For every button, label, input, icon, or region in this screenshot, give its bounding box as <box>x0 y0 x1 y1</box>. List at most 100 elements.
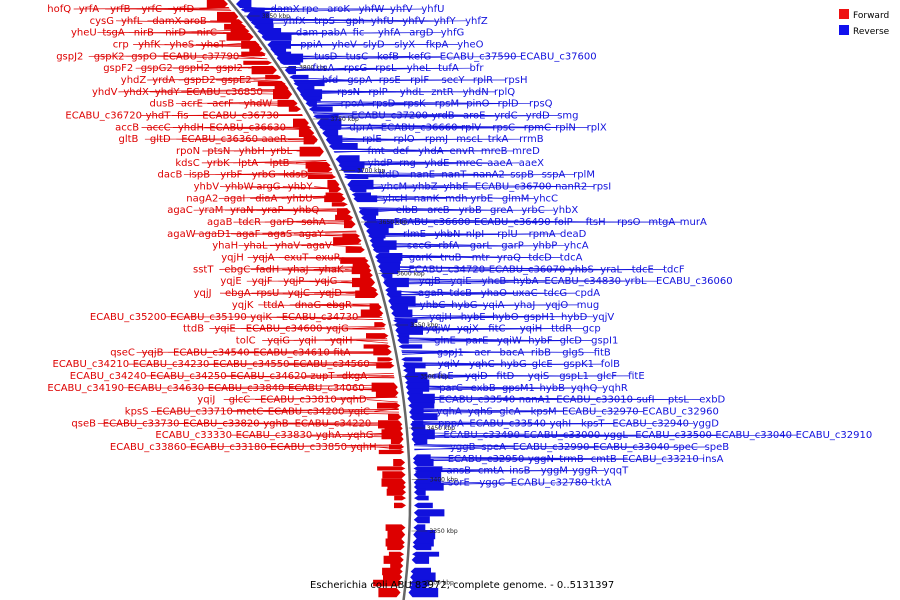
gene-label-forward: fadH <box>256 264 280 275</box>
gene-label-forward: ECABU_c34220 <box>295 418 372 429</box>
gene-arrow-reverse <box>391 309 413 318</box>
gene-arrow-forward <box>345 246 365 253</box>
gene-label-forward: yqiI <box>299 335 317 346</box>
gene-arrow-reverse <box>413 509 445 517</box>
leader-line <box>133 44 259 46</box>
gene-arrow-forward <box>241 51 266 57</box>
gene-label-reverse: yhdL <box>400 87 425 98</box>
leader-line <box>342 411 400 413</box>
leader-line <box>397 328 553 331</box>
gene-label-forward: yqjF <box>252 276 273 287</box>
gene-arrow-forward <box>298 129 315 137</box>
gene-label-forward: ECABU_c34730 <box>282 312 359 323</box>
gene-arrow-forward <box>299 125 312 130</box>
gene-arrow-reverse <box>413 459 434 467</box>
gene-label-reverse: ECABU_c32990 <box>513 442 590 453</box>
gene-label-reverse: ribB <box>531 347 551 358</box>
gene-arrow-reverse <box>349 185 367 193</box>
gene-label-forward: nirB <box>134 28 154 39</box>
gene-label-forward: yqjP <box>283 276 304 287</box>
gene-label-reverse: rpsM <box>435 99 459 110</box>
gene-arrow-reverse <box>413 516 430 524</box>
gene-arrow-forward <box>273 89 293 100</box>
gene-label-reverse: bfd <box>322 75 338 86</box>
gene-label-reverse: yrdB <box>432 111 455 122</box>
gene-label-forward: ECABU_c35190 <box>170 312 247 323</box>
gene-label-reverse: gspA <box>347 75 372 86</box>
leader-line <box>238 243 361 247</box>
gene-arrow-forward <box>360 271 373 279</box>
gene-arrow-reverse <box>276 53 304 63</box>
leader-line <box>250 269 370 273</box>
gene-label-forward: yqjH <box>221 253 244 264</box>
gene-label-reverse: kpsT <box>581 418 605 429</box>
gene-label-reverse: rplF <box>410 75 429 86</box>
gene-label-reverse: rpsL <box>375 63 397 74</box>
gene-label-reverse: rng <box>399 158 416 169</box>
tick-label: 3450 kbp <box>427 425 455 432</box>
gene-arrow-forward <box>251 66 277 75</box>
gene-label-reverse: yhfV <box>390 4 413 15</box>
gene-label-reverse: yhfW <box>359 4 385 15</box>
leader-line <box>193 231 357 235</box>
gene-label-reverse: yggD <box>693 418 720 429</box>
gene-arrow-reverse <box>372 246 390 253</box>
gene-label-reverse: rpe <box>302 4 319 15</box>
gene-label-forward: ECABU_c34620 <box>230 371 307 382</box>
gene-label-reverse: rpsN <box>337 87 360 98</box>
leader-line <box>135 66 273 69</box>
gene-label-reverse: yqiH <box>520 324 543 335</box>
gene-label-forward: ECABU_c34190 <box>47 383 124 394</box>
gene-label-reverse: ECABU_c32970 <box>562 406 639 417</box>
gene-label-forward: yhaV <box>275 241 300 252</box>
backbone-arc <box>227 0 412 600</box>
gene-label-reverse: cmtB <box>591 454 617 465</box>
gene-label-reverse: hybA <box>513 276 539 287</box>
gene-label-forward: gspI2 <box>216 63 243 74</box>
leader-line <box>319 124 557 128</box>
gene-label-reverse: gpsM1 <box>502 383 535 394</box>
gene-label-reverse: ttdR <box>551 324 572 335</box>
gene-label-reverse: ECABU_c32940 <box>612 418 689 429</box>
forward-gene-labels: yrfDyrfCyrfByrfAhofQaroBdamXyhfLcysGnirC… <box>47 4 376 453</box>
leader-line <box>407 386 541 389</box>
gene-label-reverse: rpsC <box>492 122 515 133</box>
gene-label-reverse: deaD <box>560 229 587 240</box>
leader-line <box>333 150 482 153</box>
gene-arrow-forward <box>366 333 389 339</box>
gene-label-reverse: yqiA <box>483 300 505 311</box>
gene-arrow-reverse <box>408 587 439 598</box>
gene-arrow-forward <box>394 502 406 509</box>
gene-label-reverse: ECABU_c32780 <box>511 478 588 489</box>
gene-label-reverse: parE <box>466 335 489 346</box>
gene-label-reverse: ECABU_c33210 <box>622 454 699 465</box>
tick-label: 3850 kbp <box>262 13 290 20</box>
gene-arrow-forward <box>386 488 406 496</box>
gene-label-reverse: fic <box>353 28 365 39</box>
gene-label-reverse: kpsM <box>531 406 557 417</box>
gene-label-forward: yhbV <box>194 182 220 193</box>
gene-label-forward: yhbU <box>287 193 313 204</box>
gene-label-reverse: tusC <box>346 51 368 62</box>
gene-label-reverse: ECABU_c34720 <box>409 264 486 275</box>
gene-label-reverse: ECABU_c36060 <box>656 276 733 287</box>
gene-label-forward: yhaK <box>319 264 344 275</box>
gene-label-forward: gspO <box>131 51 157 62</box>
gene-label-reverse: yhfA <box>378 28 401 39</box>
gene-label-reverse: fitE <box>628 371 645 382</box>
gene-label-reverse: nanA2 <box>473 170 505 181</box>
leader-line <box>315 115 527 118</box>
gene-label-forward: ECABU_c34240 <box>70 371 147 382</box>
gene-label-forward: yhdY <box>155 87 181 98</box>
gene-label-reverse: tdcE <box>632 264 654 275</box>
gene-label-reverse: trkA <box>488 134 509 145</box>
gene-arrow-forward <box>249 44 263 54</box>
gene-label-reverse: fkpA <box>426 40 449 51</box>
leader-line <box>118 88 288 93</box>
gene-arrow-reverse <box>313 114 339 119</box>
gene-label-reverse: gspK1 <box>563 359 594 370</box>
gene-label-reverse: nanE <box>410 170 435 181</box>
gene-label-reverse: yqjW <box>426 324 451 335</box>
legend-swatch-reverse <box>839 25 849 35</box>
